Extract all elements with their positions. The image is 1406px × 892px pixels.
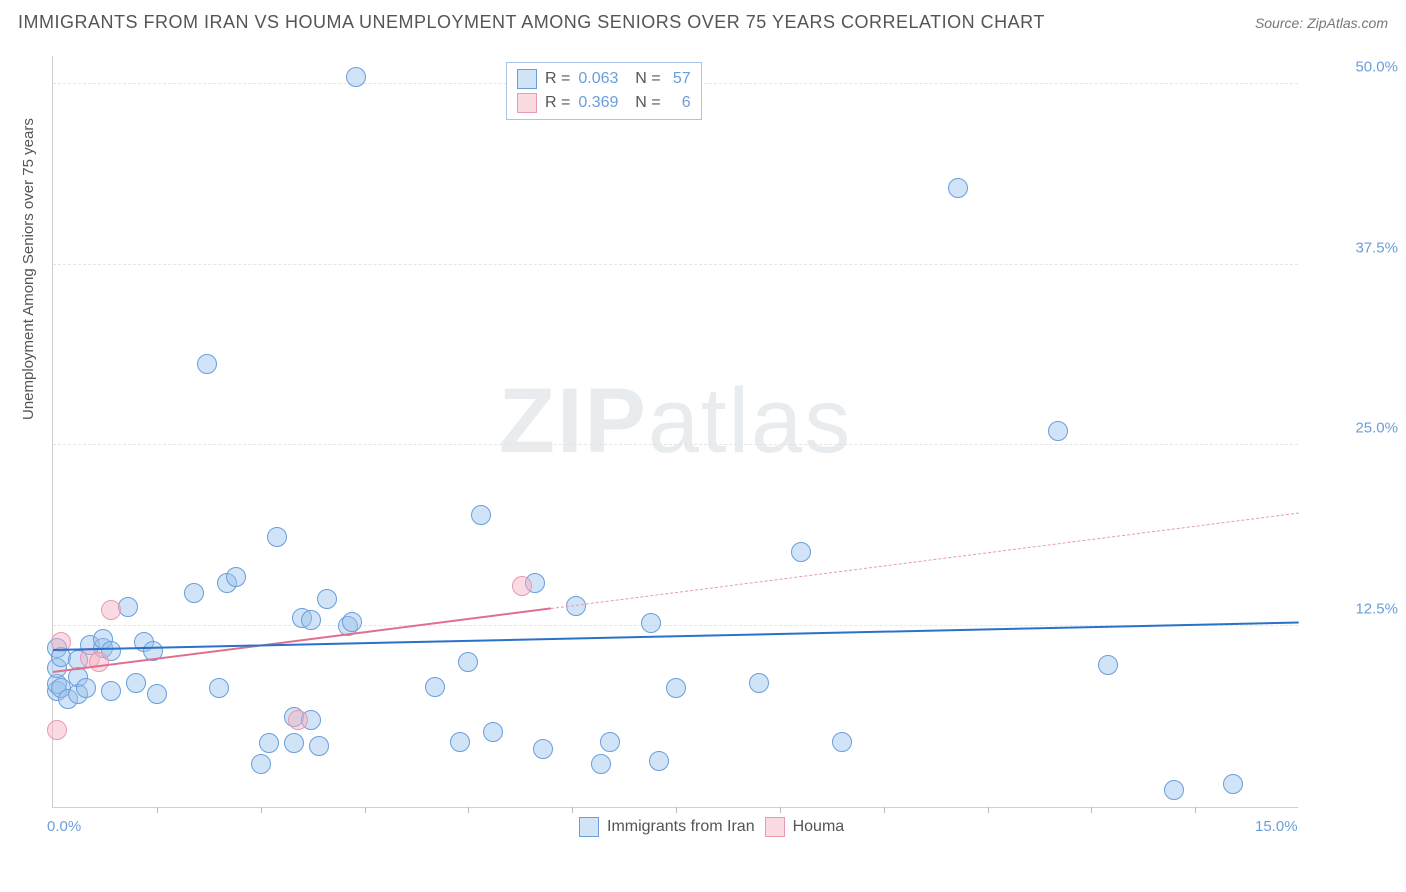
x-tick-label: 15.0% [1255, 818, 1298, 835]
data-point [1098, 655, 1118, 675]
legend-correlation: R = 0.063 N = 57R = 0.369 N = 6 [506, 62, 702, 120]
data-point [126, 673, 146, 693]
watermark: ZIPatlas [499, 369, 852, 474]
data-point [591, 754, 611, 774]
data-point [425, 677, 445, 697]
data-point [458, 652, 478, 672]
legend-label: Immigrants from Iran [607, 818, 755, 836]
data-point [184, 583, 204, 603]
data-point [649, 751, 669, 771]
data-point [197, 354, 217, 374]
x-tick-mark [157, 807, 158, 813]
gridline [53, 444, 1298, 445]
data-point [832, 732, 852, 752]
data-point [301, 610, 321, 630]
data-point [346, 67, 366, 87]
legend-r-val: 0.063 [578, 67, 618, 91]
data-point [309, 736, 329, 756]
data-point [147, 684, 167, 704]
legend-swatch [517, 69, 537, 89]
legend-item: Houma [765, 817, 845, 837]
data-point [483, 722, 503, 742]
legend-n-key: N = [626, 91, 660, 115]
legend-swatch [765, 817, 785, 837]
legend-r-key: R = [545, 91, 570, 115]
legend-swatch [579, 817, 599, 837]
legend-item: Immigrants from Iran [579, 817, 755, 837]
gridline [53, 264, 1298, 265]
y-tick-label: 12.5% [1308, 601, 1398, 618]
data-point [284, 733, 304, 753]
y-tick-label: 25.0% [1308, 420, 1398, 437]
title-bar: IMMIGRANTS FROM IRAN VS HOUMA UNEMPLOYME… [18, 12, 1388, 33]
x-tick-mark [884, 807, 885, 813]
data-point [89, 652, 109, 672]
data-point [101, 600, 121, 620]
x-tick-mark [468, 807, 469, 813]
data-point [288, 710, 308, 730]
data-point [267, 527, 287, 547]
data-point [317, 589, 337, 609]
data-point [471, 505, 491, 525]
source-label: Source: ZipAtlas.com [1255, 15, 1388, 31]
x-tick-mark [676, 807, 677, 813]
y-tick-label: 50.0% [1308, 58, 1398, 75]
data-point [76, 678, 96, 698]
data-point [600, 732, 620, 752]
data-point [666, 678, 686, 698]
scatter-chart: ZIPatlas 12.5%25.0%37.5%50.0%0.0%15.0%R … [52, 56, 1298, 808]
legend-r-key: R = [545, 67, 570, 91]
x-tick-mark [1195, 807, 1196, 813]
trend-line [551, 512, 1299, 608]
x-tick-mark [572, 807, 573, 813]
data-point [450, 732, 470, 752]
legend-row: R = 0.063 N = 57 [517, 67, 691, 91]
x-tick-mark [365, 807, 366, 813]
legend-n-val: 6 [669, 91, 691, 115]
y-axis-label: Unemployment Among Seniors over 75 years [20, 118, 37, 420]
x-tick-label: 0.0% [47, 818, 81, 835]
data-point [749, 673, 769, 693]
chart-title: IMMIGRANTS FROM IRAN VS HOUMA UNEMPLOYME… [18, 12, 1045, 33]
data-point [226, 567, 246, 587]
data-point [791, 542, 811, 562]
x-tick-mark [780, 807, 781, 813]
legend-n-val: 57 [669, 67, 691, 91]
data-point [1164, 780, 1184, 800]
data-point [641, 613, 661, 633]
legend-label: Houma [793, 818, 845, 836]
x-tick-mark [1091, 807, 1092, 813]
legend-row: R = 0.369 N = 6 [517, 91, 691, 115]
data-point [948, 178, 968, 198]
data-point [209, 678, 229, 698]
data-point [533, 739, 553, 759]
data-point [1223, 774, 1243, 794]
x-tick-mark [261, 807, 262, 813]
data-point [47, 720, 67, 740]
data-point [1048, 421, 1068, 441]
data-point [101, 681, 121, 701]
legend-r-val: 0.369 [578, 91, 618, 115]
legend-series: Immigrants from Iran Houma [579, 817, 844, 837]
data-point [259, 733, 279, 753]
data-point [342, 612, 362, 632]
legend-swatch [517, 93, 537, 113]
x-tick-mark [988, 807, 989, 813]
y-tick-label: 37.5% [1308, 239, 1398, 256]
legend-n-key: N = [626, 67, 660, 91]
data-point [251, 754, 271, 774]
data-point [512, 576, 532, 596]
